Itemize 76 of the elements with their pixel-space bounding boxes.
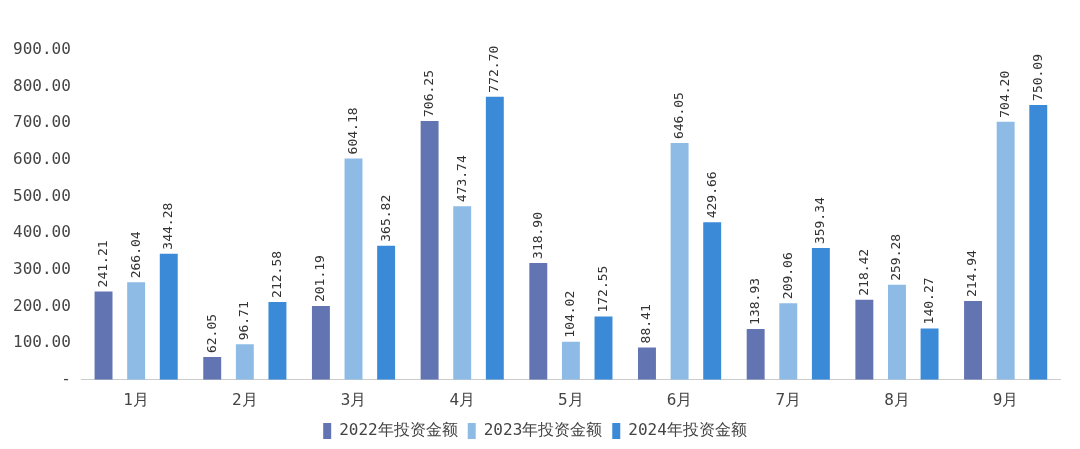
bar [203, 357, 222, 380]
bar [703, 222, 722, 380]
data-label: 96.71 [236, 301, 252, 341]
data-label: 646.05 [670, 92, 686, 140]
x-tick-label: 4月 [449, 389, 476, 409]
bar [127, 282, 146, 380]
bar [311, 306, 330, 380]
data-label: 344.28 [160, 202, 176, 250]
bar [1029, 104, 1048, 380]
data-label: 241.21 [94, 240, 110, 288]
data-label: 706.25 [420, 70, 436, 117]
data-label: 88.41 [638, 304, 654, 344]
bar [855, 299, 874, 380]
y-tick-label: 700.00 [13, 112, 71, 132]
bar [268, 301, 287, 380]
x-tick-label: 1月 [123, 389, 149, 409]
bar [453, 206, 472, 380]
bar [235, 344, 254, 380]
bar [344, 158, 363, 380]
bar [964, 301, 983, 380]
y-tick-label: 500.00 [13, 185, 71, 205]
bar [888, 284, 906, 380]
y-tick-label: 800.00 [13, 75, 71, 95]
bar [94, 291, 113, 380]
data-label: 62.05 [203, 313, 219, 354]
x-tick-label: 9月 [992, 389, 1019, 409]
data-label: 209.06 [779, 252, 795, 300]
bar [420, 121, 439, 380]
bar [811, 248, 830, 380]
legend-label: 2023年投资金额 [483, 420, 603, 440]
bar [377, 245, 396, 380]
data-label: 473.74 [453, 155, 469, 203]
y-tick-label: 200.00 [13, 295, 71, 315]
data-label: 318.90 [529, 211, 545, 259]
y-tick-label: 900.00 [13, 39, 71, 59]
x-tick-label: 2月 [232, 389, 258, 409]
legend-label: 2022年投资金额 [339, 420, 458, 440]
bar [561, 341, 580, 380]
data-label: 212.58 [268, 250, 284, 298]
data-label: 365.82 [377, 194, 393, 242]
data-label: 266.04 [127, 231, 143, 279]
legend-label: 2024年投资金额 [628, 420, 747, 440]
data-label: 104.02 [562, 290, 578, 338]
data-label: 201.19 [312, 255, 328, 303]
bar [779, 303, 798, 380]
bar [529, 262, 548, 380]
data-label: 750.09 [1029, 53, 1045, 101]
data-label: 359.34 [812, 196, 828, 245]
data-label: 772.70 [486, 45, 502, 93]
data-label: 172.55 [594, 265, 610, 313]
data-label: 138.93 [747, 277, 763, 325]
x-tick-label: 8月 [884, 389, 910, 409]
y-tick-label: - [61, 368, 71, 388]
y-tick-label: 400.00 [13, 222, 71, 242]
bar [159, 253, 178, 380]
bar [996, 121, 1015, 380]
data-label: 214.94 [964, 249, 980, 298]
bar [638, 347, 656, 380]
bar [920, 328, 939, 380]
bar [746, 328, 765, 380]
x-tick-label: 6月 [666, 389, 693, 409]
x-tick-label: 3月 [340, 389, 367, 409]
x-tick-label: 7月 [775, 389, 802, 409]
y-tick-label: 100.00 [13, 332, 71, 352]
data-label: 704.20 [997, 70, 1013, 118]
data-label: 604.18 [344, 107, 360, 155]
data-label: 259.28 [888, 233, 904, 281]
bar [485, 96, 504, 380]
bar [670, 143, 689, 380]
y-tick-label: 300.00 [13, 259, 71, 279]
data-label: 140.27 [920, 277, 936, 325]
data-label: 218.42 [855, 248, 871, 296]
y-tick-label: 600.00 [13, 149, 71, 169]
data-label: 429.66 [703, 171, 719, 219]
x-tick-label: 5月 [558, 389, 584, 409]
bar [594, 316, 613, 380]
